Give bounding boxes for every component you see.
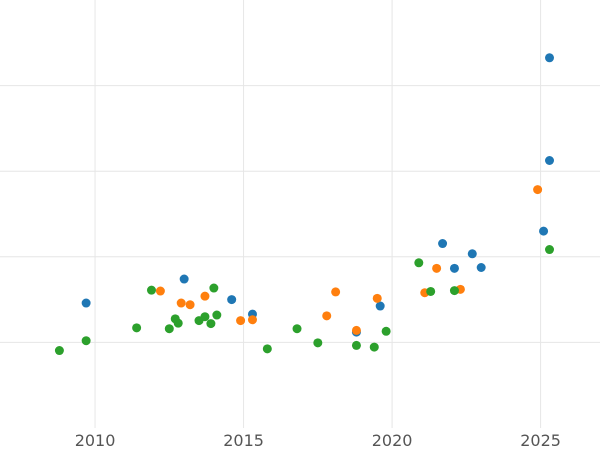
data-point bbox=[164, 324, 174, 334]
data-point bbox=[176, 298, 186, 308]
data-point bbox=[545, 53, 555, 63]
data-point bbox=[54, 346, 64, 356]
data-point bbox=[132, 323, 142, 333]
x-axis-tick-labels: 2010 2015 2020 2025 bbox=[75, 431, 561, 450]
data-point bbox=[331, 287, 341, 297]
data-point bbox=[539, 226, 549, 236]
data-point bbox=[200, 312, 210, 322]
data-points bbox=[54, 53, 555, 356]
data-point bbox=[81, 336, 91, 346]
x-tick-label: 2025 bbox=[520, 431, 561, 450]
data-point bbox=[476, 263, 486, 272]
data-point bbox=[227, 295, 237, 305]
data-point bbox=[81, 298, 91, 308]
data-point bbox=[432, 263, 442, 273]
data-point bbox=[449, 286, 459, 296]
data-point bbox=[351, 340, 361, 350]
gridlines bbox=[0, 0, 600, 428]
data-point bbox=[212, 310, 222, 320]
data-point bbox=[545, 245, 555, 255]
data-point bbox=[533, 185, 543, 195]
data-point bbox=[369, 342, 379, 352]
data-point bbox=[426, 286, 436, 296]
x-tick-label: 2015 bbox=[223, 431, 264, 450]
data-point bbox=[375, 301, 385, 311]
x-tick-label: 2010 bbox=[75, 431, 116, 450]
data-point bbox=[206, 319, 216, 329]
data-point bbox=[372, 293, 382, 303]
data-point bbox=[467, 249, 477, 259]
data-point bbox=[209, 283, 219, 293]
data-point bbox=[351, 325, 361, 335]
data-point bbox=[545, 156, 555, 165]
data-point bbox=[322, 311, 332, 321]
data-point bbox=[381, 326, 391, 336]
data-point bbox=[414, 258, 424, 268]
data-point bbox=[236, 316, 246, 326]
data-point bbox=[155, 286, 165, 296]
data-point bbox=[313, 338, 323, 348]
data-point bbox=[179, 274, 189, 284]
data-point bbox=[200, 291, 210, 301]
data-point bbox=[438, 239, 448, 249]
x-tick-label: 2020 bbox=[372, 431, 413, 450]
data-point bbox=[146, 285, 156, 295]
data-point bbox=[247, 315, 257, 325]
data-point bbox=[185, 300, 195, 310]
data-point bbox=[173, 318, 183, 328]
data-point bbox=[449, 263, 459, 273]
data-point bbox=[262, 344, 272, 354]
data-point bbox=[292, 324, 302, 334]
